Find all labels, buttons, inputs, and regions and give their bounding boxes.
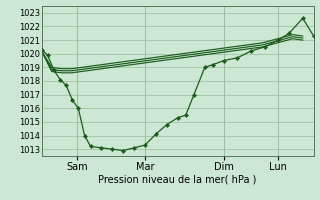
X-axis label: Pression niveau de la mer( hPa ): Pression niveau de la mer( hPa ) xyxy=(99,174,257,184)
